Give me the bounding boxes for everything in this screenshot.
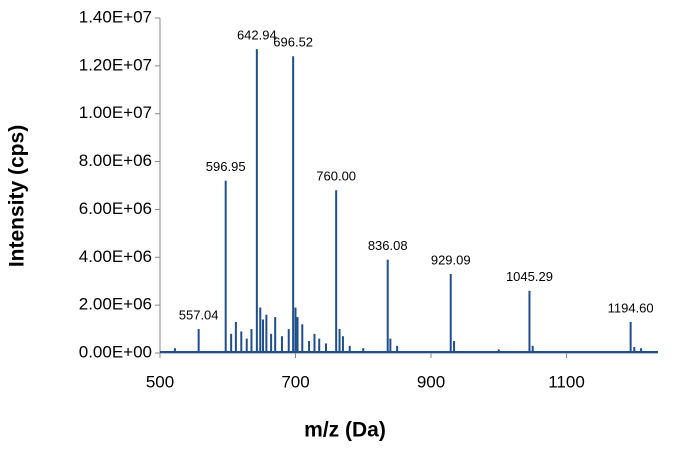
peak-label: 1045.29	[506, 269, 553, 284]
peak-label: 760.00	[316, 169, 356, 184]
x-axis-title: m/z (Da)	[304, 419, 386, 442]
x-tick-label: 500	[146, 372, 174, 391]
y-tick-label: 1.00E+07	[79, 103, 152, 122]
y-axis-title: Intensity (cps)	[6, 125, 29, 267]
peak-label: 557.04	[179, 308, 219, 323]
peak-label: 929.09	[431, 252, 471, 267]
y-tick-label: 4.00E+06	[79, 247, 152, 266]
y-tick-label: 6.00E+06	[79, 199, 152, 218]
y-tick-label: 2.00E+06	[79, 295, 152, 314]
y-tick-label: 1.20E+07	[79, 55, 152, 74]
x-tick-label: 900	[417, 372, 445, 391]
x-tick-label: 1100	[548, 372, 585, 391]
x-tick-label: 700	[281, 372, 309, 391]
peak-label: 642.94	[237, 28, 277, 43]
peak-label: 696.52	[273, 35, 313, 50]
peak-label: 596.95	[206, 159, 246, 174]
y-tick-label: 1.40E+07	[79, 7, 152, 26]
y-tick-label: 0.00E+00	[79, 342, 152, 361]
y-tick-label: 8.00E+06	[79, 151, 152, 170]
peak-label: 836.08	[368, 238, 408, 253]
peak-label: 1194.60	[608, 300, 654, 315]
